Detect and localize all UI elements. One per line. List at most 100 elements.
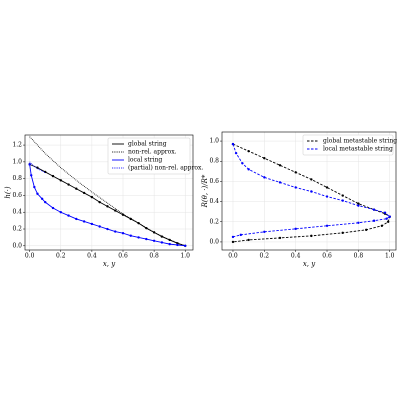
marker <box>67 214 70 217</box>
x-tick-label: 0.6 <box>118 253 128 260</box>
marker <box>59 179 62 182</box>
y-tick-label: 0.6 <box>12 192 22 199</box>
marker <box>30 174 33 177</box>
y-tick-label: 1.0 <box>12 158 22 165</box>
marker <box>294 227 297 231</box>
marker <box>137 236 140 239</box>
marker <box>82 191 86 195</box>
marker <box>106 227 109 231</box>
marker <box>114 209 117 212</box>
marker <box>67 183 70 186</box>
x-axis-label: x, y <box>303 260 316 268</box>
y-axis-label: h(·) <box>4 186 12 198</box>
marker <box>152 239 156 242</box>
marker <box>106 205 109 208</box>
x-tick-label: 0.2 <box>260 253 270 260</box>
marker <box>325 186 329 189</box>
marker <box>357 204 360 207</box>
legend-label: local string <box>128 157 162 164</box>
marker <box>231 235 235 239</box>
marker <box>357 202 360 205</box>
marker <box>385 217 388 220</box>
marker <box>372 208 376 211</box>
y-tick-label: 0.8 <box>12 175 22 182</box>
marker <box>231 142 235 146</box>
marker <box>241 162 244 165</box>
x-tick-label: 0.6 <box>322 253 332 260</box>
marker <box>145 237 148 241</box>
marker <box>121 232 125 235</box>
marker <box>75 217 78 221</box>
marker <box>160 241 164 244</box>
series-line <box>232 143 391 238</box>
y-tick-label: 0.2 <box>12 226 22 233</box>
marker <box>247 238 250 242</box>
marker <box>263 230 266 234</box>
marker <box>247 168 250 171</box>
y-tick-label: 0.2 <box>209 218 219 225</box>
marker <box>310 178 313 181</box>
y-tick-label: 0.6 <box>209 178 219 185</box>
marker <box>383 211 387 214</box>
marker <box>372 219 376 222</box>
subplot: 0.0 0.2 0.4 0.6 0.8 1.0 0.0 0.2 0.4 0.6 0.8 1.0 1.2 x… <box>4 134 203 268</box>
marker <box>310 234 313 238</box>
x-tick-label: 0.4 <box>291 253 301 260</box>
y-tick-label: 0.0 <box>12 242 22 249</box>
marker <box>341 231 344 235</box>
marker <box>90 222 94 226</box>
marker <box>294 186 297 189</box>
x-tick-label: 0.0 <box>25 253 35 260</box>
marker <box>184 244 187 248</box>
x-tick-label: 0.4 <box>87 253 97 260</box>
legend-label: global metastable string <box>323 138 397 145</box>
marker <box>176 243 179 247</box>
y-tick-label: 0.8 <box>209 158 219 165</box>
marker <box>40 197 44 200</box>
marker <box>365 228 368 232</box>
marker <box>388 215 391 218</box>
y-tick-label: 0.0 <box>209 238 219 245</box>
x-tick-label: 1.0 <box>180 253 190 260</box>
legend-box <box>107 137 191 175</box>
y-axis-label: R(θ, ·)/R* <box>201 174 209 208</box>
marker <box>357 221 360 224</box>
y-tick-label: 0.4 <box>209 198 219 205</box>
marker <box>36 192 39 195</box>
marker <box>278 181 282 184</box>
marker <box>234 151 238 155</box>
marker <box>129 234 132 237</box>
marker <box>75 187 78 190</box>
axes-frame <box>221 131 397 251</box>
x-tick-label: 0.2 <box>56 253 66 260</box>
marker <box>239 233 243 237</box>
legend-label: (partial) non-rel. approx. <box>128 165 203 172</box>
marker <box>310 190 313 193</box>
marker <box>51 206 55 210</box>
marker <box>82 220 86 223</box>
x-tick-label: 1.0 <box>385 253 395 260</box>
marker <box>278 236 282 240</box>
legend-box <box>302 134 394 156</box>
marker <box>263 176 266 179</box>
x-axis-label: x, y <box>103 260 116 268</box>
marker <box>380 224 384 227</box>
marker <box>247 149 250 153</box>
series-line <box>29 161 46 174</box>
marker <box>341 194 344 197</box>
x-tick-label: 0.0 <box>228 253 238 260</box>
marker <box>59 211 62 214</box>
series-line <box>232 143 391 243</box>
marker <box>114 230 117 233</box>
marker <box>33 185 36 189</box>
marker <box>51 174 55 178</box>
marker <box>168 242 171 246</box>
y-tick-label: 1.0 <box>209 138 219 145</box>
marker <box>28 163 31 166</box>
marker <box>278 164 282 167</box>
marker <box>263 157 266 160</box>
subplot: 0.0 0.2 0.4 0.6 0.8 1.0 0.0 0.2 0.4 0.6 0.8 1.0 x, y… <box>201 131 397 268</box>
legend-label: global string <box>128 141 167 148</box>
marker <box>90 195 94 199</box>
